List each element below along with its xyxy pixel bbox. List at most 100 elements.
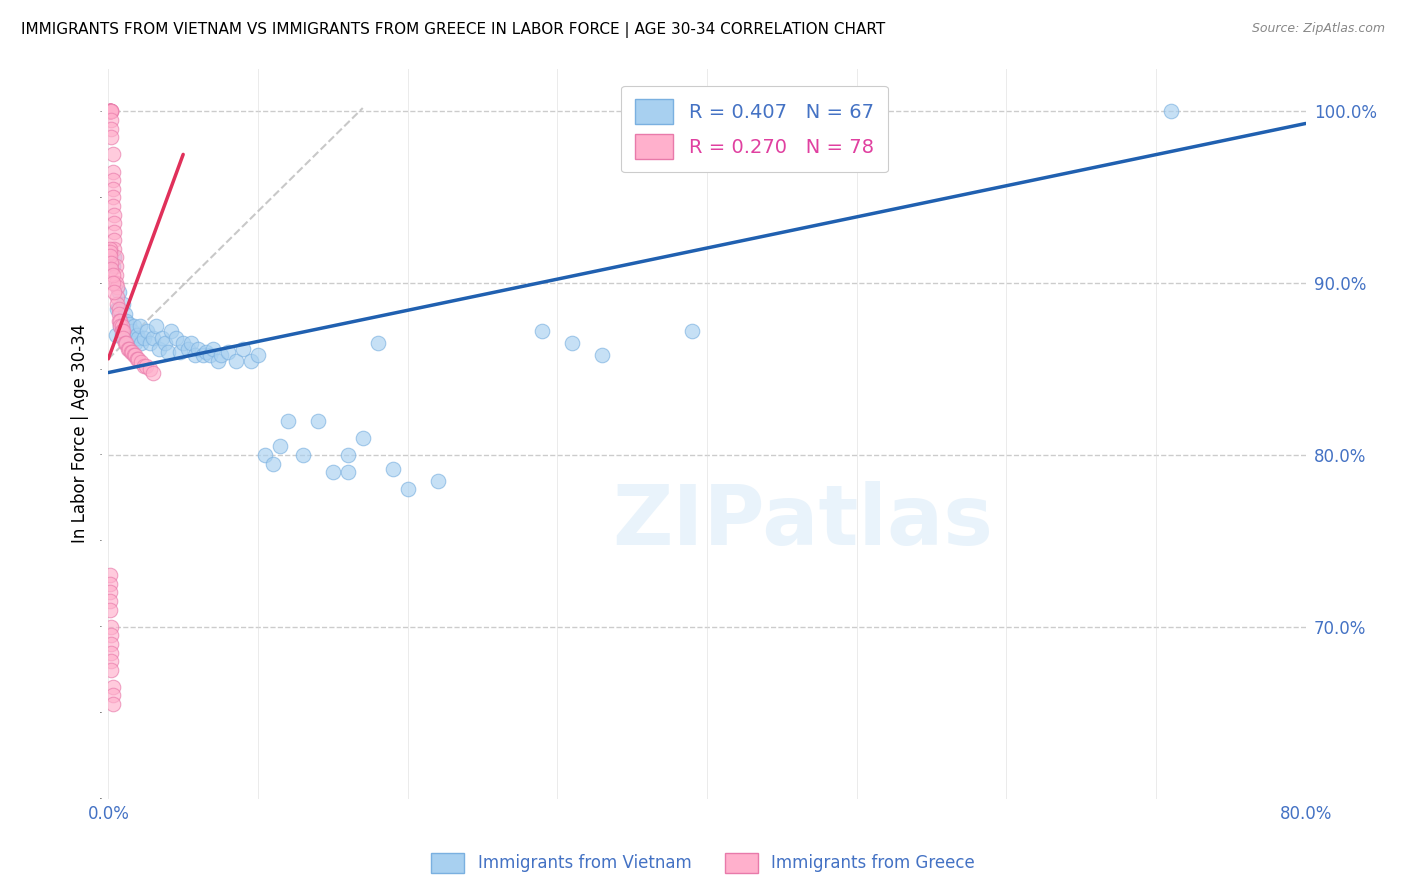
Point xyxy=(426,474,449,488)
Point xyxy=(103,233,125,247)
Point xyxy=(352,431,374,445)
Point xyxy=(100,637,122,651)
Point xyxy=(100,113,122,128)
Point xyxy=(291,448,314,462)
Point xyxy=(307,414,329,428)
Point xyxy=(110,319,132,334)
Point xyxy=(98,104,121,119)
Point xyxy=(104,277,127,291)
Point xyxy=(101,199,124,213)
Point xyxy=(110,314,132,328)
Point xyxy=(98,242,121,256)
Point xyxy=(104,251,127,265)
Point xyxy=(111,319,134,334)
Point xyxy=(112,297,135,311)
Point xyxy=(98,104,121,119)
Point xyxy=(98,104,121,119)
Point xyxy=(180,336,202,351)
Point xyxy=(101,182,124,196)
Point xyxy=(531,324,554,338)
Point xyxy=(104,259,127,273)
Point xyxy=(142,366,165,380)
Point xyxy=(148,342,170,356)
Point xyxy=(367,336,389,351)
Point xyxy=(209,348,232,362)
Point xyxy=(103,285,125,299)
Point xyxy=(105,297,128,311)
Point xyxy=(121,324,143,338)
Point xyxy=(336,465,359,479)
Point xyxy=(101,680,124,694)
Point xyxy=(561,336,583,351)
Point xyxy=(202,342,225,356)
Point xyxy=(254,448,277,462)
Point xyxy=(98,594,121,608)
Point xyxy=(101,259,124,273)
Point xyxy=(122,348,145,362)
Point xyxy=(98,602,121,616)
Point xyxy=(100,104,122,119)
Point xyxy=(105,301,128,316)
Point xyxy=(169,345,191,359)
Point xyxy=(98,104,121,119)
Point xyxy=(100,130,122,145)
Point xyxy=(100,104,122,119)
Point xyxy=(108,285,131,299)
Point xyxy=(134,359,156,373)
Point xyxy=(150,331,173,345)
Point xyxy=(104,327,127,342)
Point xyxy=(322,465,344,479)
Point xyxy=(120,331,142,345)
Point xyxy=(591,348,613,362)
Point xyxy=(139,362,162,376)
Point xyxy=(165,331,187,345)
Point xyxy=(100,255,122,269)
Point xyxy=(125,351,148,366)
Point xyxy=(104,268,127,282)
Point xyxy=(129,355,152,369)
Point xyxy=(100,628,122,642)
Point xyxy=(101,697,124,711)
Point xyxy=(172,336,194,351)
Point xyxy=(98,568,121,582)
Point xyxy=(157,345,180,359)
Point xyxy=(246,348,269,362)
Point xyxy=(108,307,131,321)
Y-axis label: In Labor Force | Age 30-34: In Labor Force | Age 30-34 xyxy=(72,324,89,543)
Point xyxy=(117,342,139,356)
Point xyxy=(681,324,703,338)
Point xyxy=(160,324,183,338)
Point xyxy=(336,448,359,462)
Text: Source: ZipAtlas.com: Source: ZipAtlas.com xyxy=(1251,22,1385,36)
Point xyxy=(207,353,229,368)
Point xyxy=(98,245,121,260)
Point xyxy=(114,307,136,321)
Point xyxy=(121,345,143,359)
Point xyxy=(108,301,131,316)
Point xyxy=(98,249,121,263)
Point xyxy=(134,331,156,345)
Point xyxy=(239,353,262,368)
Point xyxy=(145,319,167,334)
Point xyxy=(129,336,152,351)
Point xyxy=(100,620,122,634)
Point xyxy=(100,121,122,136)
Point xyxy=(198,348,221,362)
Point xyxy=(142,331,165,345)
Point xyxy=(225,353,247,368)
Point xyxy=(105,290,128,304)
Point xyxy=(100,104,122,119)
Text: IMMIGRANTS FROM VIETNAM VS IMMIGRANTS FROM GREECE IN LABOR FORCE | AGE 30-34 COR: IMMIGRANTS FROM VIETNAM VS IMMIGRANTS FR… xyxy=(21,22,886,38)
Point xyxy=(118,318,141,332)
Point xyxy=(105,279,128,293)
Point xyxy=(128,319,150,334)
Point xyxy=(136,324,159,338)
Point xyxy=(191,348,214,362)
Point xyxy=(101,268,124,282)
Legend: Immigrants from Vietnam, Immigrants from Greece: Immigrants from Vietnam, Immigrants from… xyxy=(425,847,981,880)
Legend: R = 0.407   N = 67, R = 0.270   N = 78: R = 0.407 N = 67, R = 0.270 N = 78 xyxy=(621,86,887,172)
Point xyxy=(100,654,122,668)
Point xyxy=(269,439,291,453)
Point xyxy=(100,663,122,677)
Point xyxy=(232,342,254,356)
